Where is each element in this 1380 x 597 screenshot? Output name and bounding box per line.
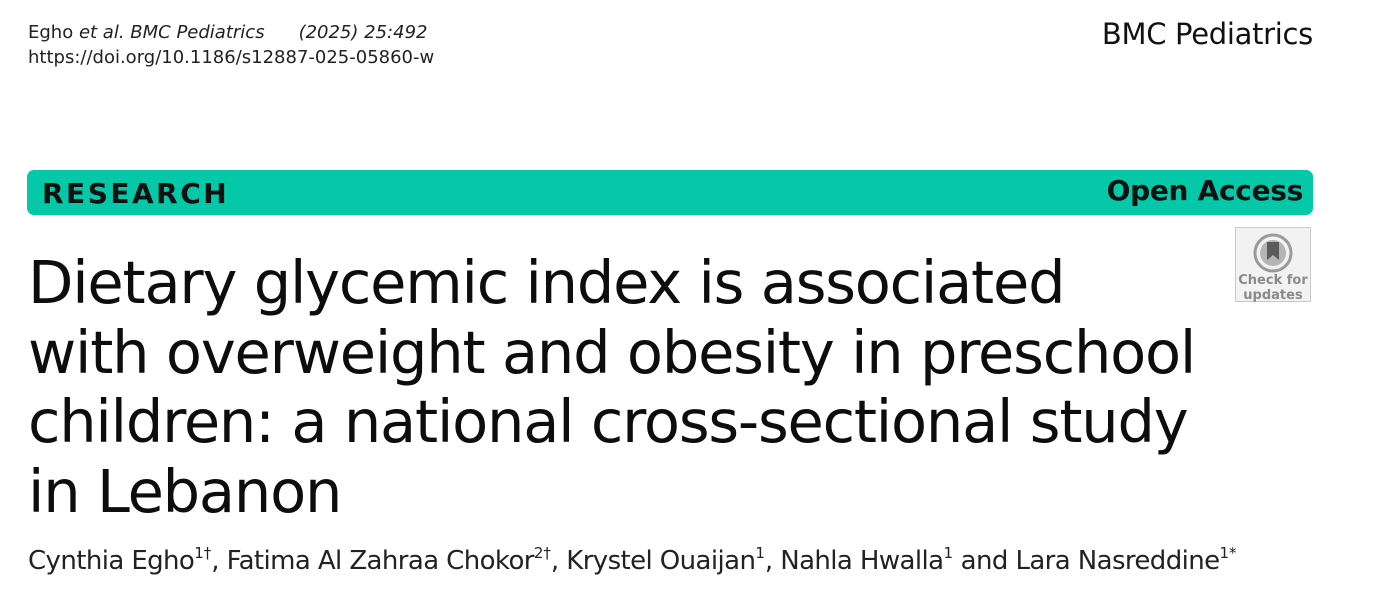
author-separator: , bbox=[764, 546, 781, 576]
citation-block: Egho et al. BMC Pediatrics (2025) 25:492 … bbox=[28, 20, 434, 70]
citation-etal: et al. bbox=[78, 22, 125, 43]
author-name[interactable]: Fatima Al Zahraa Chokor bbox=[226, 546, 535, 576]
citation-authors: Egho bbox=[28, 22, 79, 43]
title-line: children: a national cross-sectional stu… bbox=[28, 387, 1189, 456]
journal-name: BMC Pediatrics bbox=[1101, 17, 1313, 51]
author-name[interactable]: Krystel Ouaijan bbox=[566, 546, 756, 576]
author-affiliation: 2† bbox=[533, 544, 551, 562]
author-name[interactable]: Cynthia Egho bbox=[28, 546, 195, 576]
article-title: Dietary glycemic index is associated wit… bbox=[28, 248, 1208, 526]
author-affiliation: 1 bbox=[755, 544, 765, 562]
author-affiliation: 1† bbox=[194, 544, 212, 562]
open-access-label: Open Access bbox=[1106, 174, 1304, 207]
check-for-updates-icon bbox=[1253, 233, 1293, 273]
author-affiliation: 1 bbox=[943, 544, 953, 562]
section-label: RESEARCH bbox=[42, 177, 230, 210]
author-list: Cynthia Egho1†, Fatima Al Zahraa Chokor2… bbox=[28, 544, 1237, 577]
author-separator: and bbox=[953, 546, 1016, 576]
title-line: in Lebanon bbox=[28, 456, 342, 526]
check-for-updates-line2: updates bbox=[1243, 288, 1303, 303]
citation-journal: BMC Pediatrics bbox=[124, 22, 265, 43]
title-line: Dietary glycemic index is associated bbox=[28, 248, 1066, 317]
check-for-updates-button[interactable]: Check for updates bbox=[1235, 227, 1311, 303]
section-banner: RESEARCH Open Access bbox=[27, 170, 1313, 215]
author-separator: , bbox=[211, 546, 227, 576]
check-for-updates-line1: Check for bbox=[1238, 273, 1308, 288]
author-name[interactable]: Nahla Hwalla bbox=[780, 546, 944, 576]
author-separator: , bbox=[550, 546, 567, 576]
citation-line: Egho et al. BMC Pediatrics (2025) 25:492 bbox=[28, 20, 434, 45]
doi-link[interactable]: https://doi.org/10.1186/s12887-025-05860… bbox=[28, 47, 435, 68]
citation-year-volume: (2025) 25:492 bbox=[298, 22, 428, 43]
title-line: with overweight and obesity in preschool bbox=[28, 317, 1196, 387]
author-affiliation: 1* bbox=[1219, 544, 1237, 562]
author-name[interactable]: Lara Nasreddine bbox=[1015, 546, 1220, 576]
